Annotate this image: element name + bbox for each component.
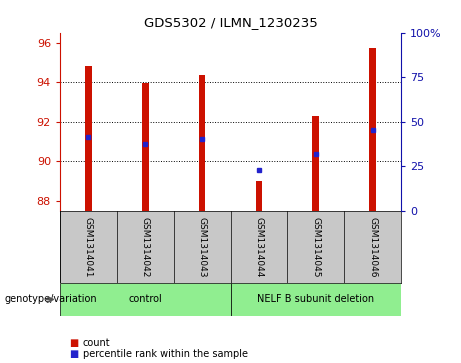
Text: GSM1314041: GSM1314041 [84, 217, 93, 277]
Bar [255, 181, 262, 211]
Bar [199, 75, 206, 211]
Bar [369, 49, 376, 211]
Text: GSM1314042: GSM1314042 [141, 217, 150, 277]
Text: control: control [128, 294, 162, 305]
Bar [60, 283, 230, 316]
Text: GSM1314044: GSM1314044 [254, 217, 263, 277]
Text: count: count [83, 338, 111, 348]
Bar [142, 83, 148, 211]
Text: GSM1314046: GSM1314046 [368, 217, 377, 277]
Text: ■: ■ [69, 338, 78, 348]
Bar [230, 283, 401, 316]
Text: GSM1314043: GSM1314043 [198, 217, 207, 277]
Bar [313, 116, 319, 211]
Text: genotype/variation: genotype/variation [5, 294, 97, 305]
Text: ■: ■ [69, 349, 78, 359]
Text: percentile rank within the sample: percentile rank within the sample [83, 349, 248, 359]
Bar [85, 66, 92, 211]
Text: NELF B subunit deletion: NELF B subunit deletion [257, 294, 374, 305]
Title: GDS5302 / ILMN_1230235: GDS5302 / ILMN_1230235 [144, 16, 317, 29]
Text: GSM1314045: GSM1314045 [311, 217, 320, 277]
